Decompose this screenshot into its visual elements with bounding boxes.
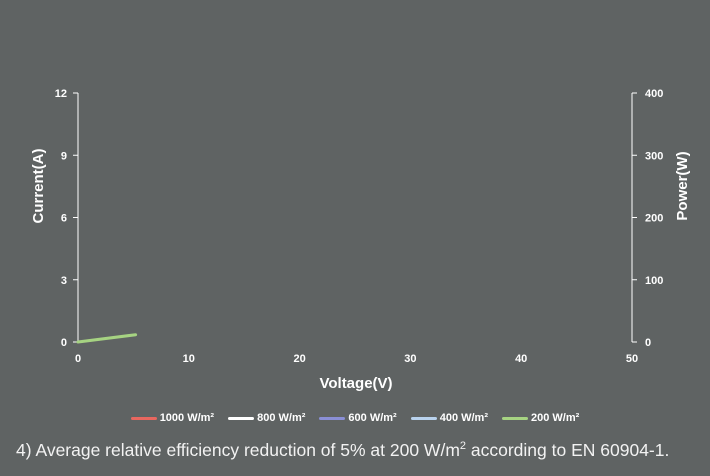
x-tick-label: 0 (75, 353, 81, 365)
footnote: 4) Average relative efficiency reduction… (16, 440, 706, 461)
legend-swatch (228, 416, 255, 420)
y-tick-label: 6 (61, 213, 67, 225)
chart-legend: 1000 W/m² 800 W/m² 600 W/m² 400 W/m² 200 W/m… (0, 412, 710, 424)
legend-item: 400 W/m² (410, 412, 488, 424)
y2-tick-label: 100 (645, 275, 663, 287)
y2-axis-title: Power(W) (674, 151, 691, 220)
x-tick-label: 20 (293, 353, 305, 365)
x-tick-label: 10 (183, 353, 195, 365)
legend-label: 200 W/m² (531, 412, 580, 424)
x-axis-title: Voltage(V) (319, 375, 392, 392)
y-tick-label: 9 (61, 150, 67, 162)
x-tick-label: 50 (626, 353, 638, 365)
footnote-text-after: according to EN 60904-1. (466, 440, 670, 460)
x-tick-label: 40 (515, 353, 527, 365)
legend-item: 800 W/m² (228, 412, 305, 424)
legend-label: 400 W/m² (439, 412, 488, 424)
legend-item: 1000 W/m² (130, 412, 215, 424)
legend-item: 200 W/m² (502, 412, 579, 424)
y-tick-label: 12 (55, 88, 67, 100)
y-tick-label: 3 (61, 275, 67, 287)
legend-swatch (319, 416, 346, 420)
chart-series-group (76, 333, 138, 344)
y2-tick-label: 400 (645, 88, 663, 100)
y2-tick-label: 0 (645, 337, 651, 349)
y2-tick-label: 200 (645, 213, 663, 225)
y-tick-label: 0 (61, 337, 67, 349)
chart-ticks: 0 3 6 9 12 0 100 200 300 400 0 10 20 30 40 50 (55, 88, 664, 365)
legend-label: 1000 W/m² (159, 412, 215, 424)
legend-item: 600 W/m² (319, 412, 397, 424)
legend-swatch (410, 416, 437, 420)
y2-tick-label: 300 (645, 150, 663, 162)
legend-swatch (130, 416, 157, 420)
footnote-superscript: 2 (459, 440, 467, 453)
series-line-4 (76, 333, 138, 344)
x-tick-label: 30 (404, 353, 416, 365)
legend-swatch (502, 416, 528, 420)
y-axis-title: Current(A) (30, 149, 47, 224)
chart-axes (77, 93, 633, 342)
chart: 0 3 6 9 12 0 100 200 300 400 0 10 20 30 40 50 Voltage(V… (30, 88, 691, 392)
footnote-text-before: 4) Average relative efficiency reduction… (16, 440, 460, 460)
legend-label: 800 W/m² (257, 412, 306, 424)
legend-label: 600 W/m² (348, 412, 397, 424)
